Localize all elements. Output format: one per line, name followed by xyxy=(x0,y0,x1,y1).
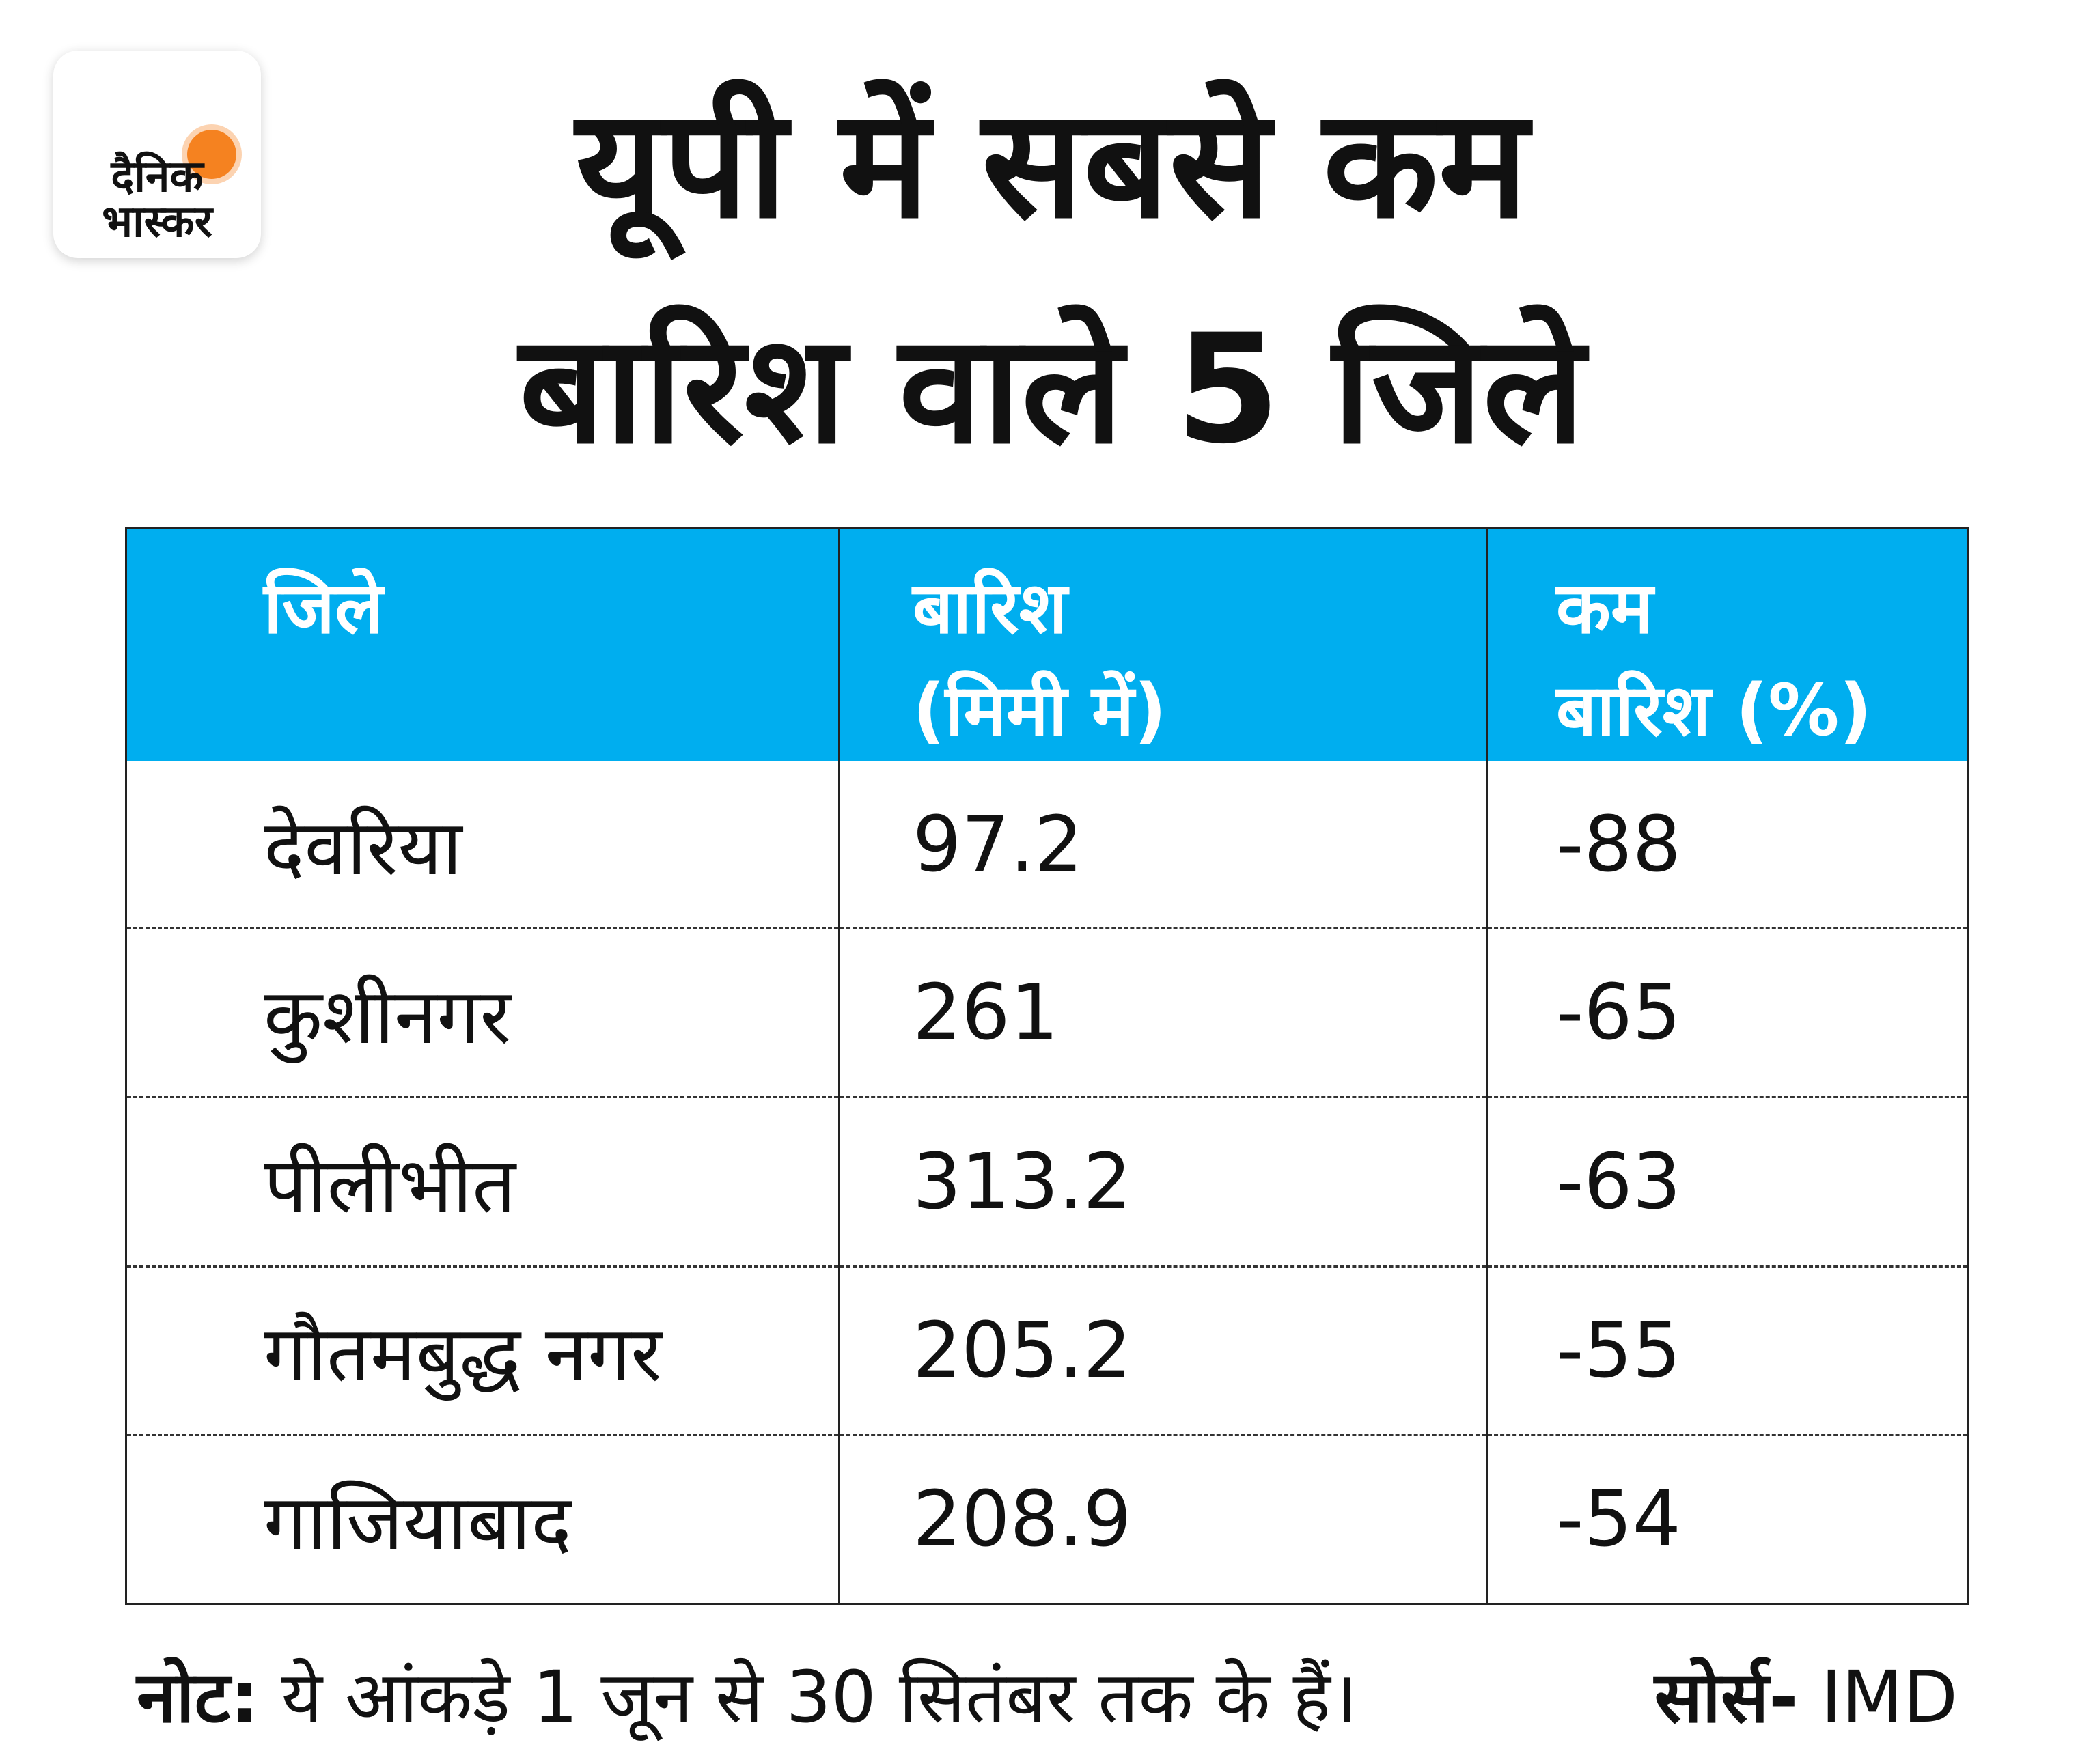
deficit-cell: -88 xyxy=(1486,761,1969,930)
table-row: गौतमबुद्ध नगर 205.2 -55 xyxy=(125,1266,1969,1436)
sun-icon xyxy=(187,130,236,179)
rainfall-table: जिले बारिश (मिमी में) कम बारिश (%) देवरिया… xyxy=(125,527,1969,1605)
district-cell: देवरिया xyxy=(125,761,840,930)
source-label: सोर्स- xyxy=(1654,1655,1799,1739)
header-rain: बारिश (मिमी में) xyxy=(838,528,1487,761)
deficit-cell: -54 xyxy=(1486,1435,1969,1604)
header-rain-l1: बारिश xyxy=(913,566,1068,649)
header-district: जिले xyxy=(125,528,840,761)
rain-cell: 208.9 xyxy=(838,1435,1487,1604)
title-line1: यूपी में सबसे कम xyxy=(575,76,1529,251)
table-row: देवरिया 97.2 -88 xyxy=(125,761,1969,930)
footer-note: नोट: ये आंकड़े 1 जून से 30 सितंबर तक के … xyxy=(137,1653,1357,1741)
table-row: गाजियाबाद 208.9 -54 xyxy=(125,1435,1969,1604)
district-cell: कुशीनगर xyxy=(125,928,840,1099)
header-deficit: कम बारिश (%) xyxy=(1486,528,1969,761)
table-row: कुशीनगर 261 -65 xyxy=(125,928,1969,1099)
deficit-cell: -63 xyxy=(1486,1097,1969,1268)
header-deficit-l1: कम xyxy=(1556,566,1654,649)
deficit-cell: -55 xyxy=(1486,1266,1969,1436)
rain-cell: 261 xyxy=(838,928,1487,1099)
dainik-bhaskar-logo: दैनिक भास्कर xyxy=(53,51,261,258)
header-district-label: जिले xyxy=(264,566,383,649)
district-cell: पीलीभीत xyxy=(125,1097,840,1268)
rain-cell: 97.2 xyxy=(838,761,1487,930)
district-cell: गौतमबुद्ध नगर xyxy=(125,1266,840,1436)
source-text: IMD xyxy=(1798,1655,1958,1739)
table-row: पीलीभीत 313.2 -63 xyxy=(125,1097,1969,1268)
rain-cell: 205.2 xyxy=(838,1266,1487,1436)
note-text: ये आंकड़े 1 जून से 30 सितंबर तक के हैं। xyxy=(258,1655,1358,1739)
title-line2: बारिश वाले 5 जिले xyxy=(519,302,1585,477)
logo-line2: भास्कर xyxy=(102,197,212,247)
note-label: नोट: xyxy=(137,1655,259,1739)
footer-source: सोर्स- IMD xyxy=(1654,1653,1958,1741)
table-header-row: जिले बारिश (मिमी में) कम बारिश (%) xyxy=(125,528,1969,761)
deficit-cell: -65 xyxy=(1486,928,1969,1099)
logo-line1: दैनिक xyxy=(111,152,204,202)
district-cell: गाजियाबाद xyxy=(125,1435,840,1604)
header-rain-l2: (मिमी में) xyxy=(913,669,1167,752)
rain-cell: 313.2 xyxy=(838,1097,1487,1268)
header-deficit-l2: बारिश (%) xyxy=(1556,669,1872,752)
